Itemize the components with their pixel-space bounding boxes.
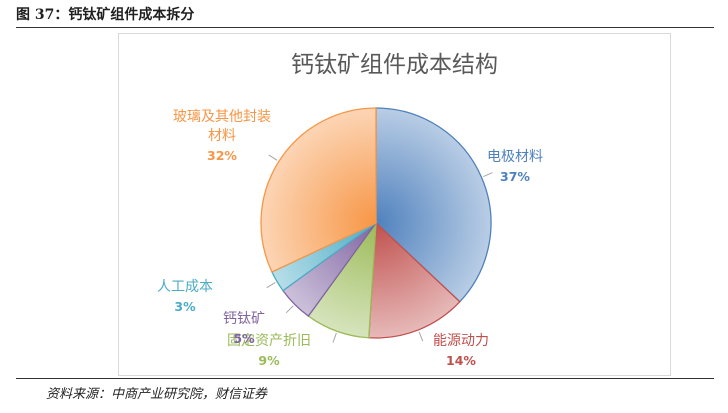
- slice-label-pct: 9%: [258, 353, 280, 368]
- chart-area: 钙钛矿组件成本结构 电极材料 37% 能源动力 14% 固定资产折旧 9% 钙钛…: [118, 33, 671, 376]
- leader-line-perovskite: [285, 305, 294, 314]
- leader-line-energy: [418, 331, 424, 342]
- pie-slice-glass: [260, 107, 377, 273]
- slice-label-glass: 玻璃及其他封装材料 32%: [167, 108, 277, 165]
- slice-label-depreciation: 固定资产折旧 9%: [227, 332, 311, 370]
- chart-title: 钙钛矿组件成本结构: [291, 52, 498, 78]
- pie-slice-electrode: [375, 107, 492, 303]
- figure-caption: 图 37：钙钛矿组件成本拆分: [16, 7, 195, 23]
- slice-label-electrode: 电极材料 37%: [487, 148, 543, 186]
- leader-line-glass: [268, 154, 278, 161]
- slice-label-text: 能源动力: [433, 333, 489, 349]
- slice-label-pct: 3%: [174, 299, 196, 314]
- slice-label-text: 钙钛矿: [223, 311, 265, 327]
- top-rule: [16, 27, 714, 28]
- slice-label-pct: 5%: [233, 331, 255, 346]
- slice-label-energy: 能源动力 14%: [433, 332, 489, 370]
- source-note: 资料来源：中商产业研究院，财信证券: [46, 387, 268, 402]
- bottom-rule: [16, 378, 714, 379]
- slice-label-pct: 37%: [500, 169, 530, 184]
- leader-line-depreciation: [332, 332, 337, 343]
- slice-label-text: 电极材料: [487, 149, 543, 165]
- leader-line-electrode: [483, 172, 493, 177]
- slice-label-text: 人工成本: [157, 279, 213, 295]
- slice-label-perovskite: 钙钛矿 5%: [223, 310, 265, 348]
- pie-chart: [260, 107, 493, 343]
- slice-label-pct: 14%: [446, 353, 476, 368]
- slice-label-pct: 32%: [207, 148, 237, 163]
- pie-slice-energy: [368, 221, 461, 339]
- slice-label-text: 固定资产折旧: [227, 333, 311, 349]
- leader-line-labor: [266, 282, 276, 289]
- slice-label-text: 玻璃及其他封装材料: [173, 109, 271, 144]
- slice-label-labor: 人工成本 3%: [157, 278, 213, 316]
